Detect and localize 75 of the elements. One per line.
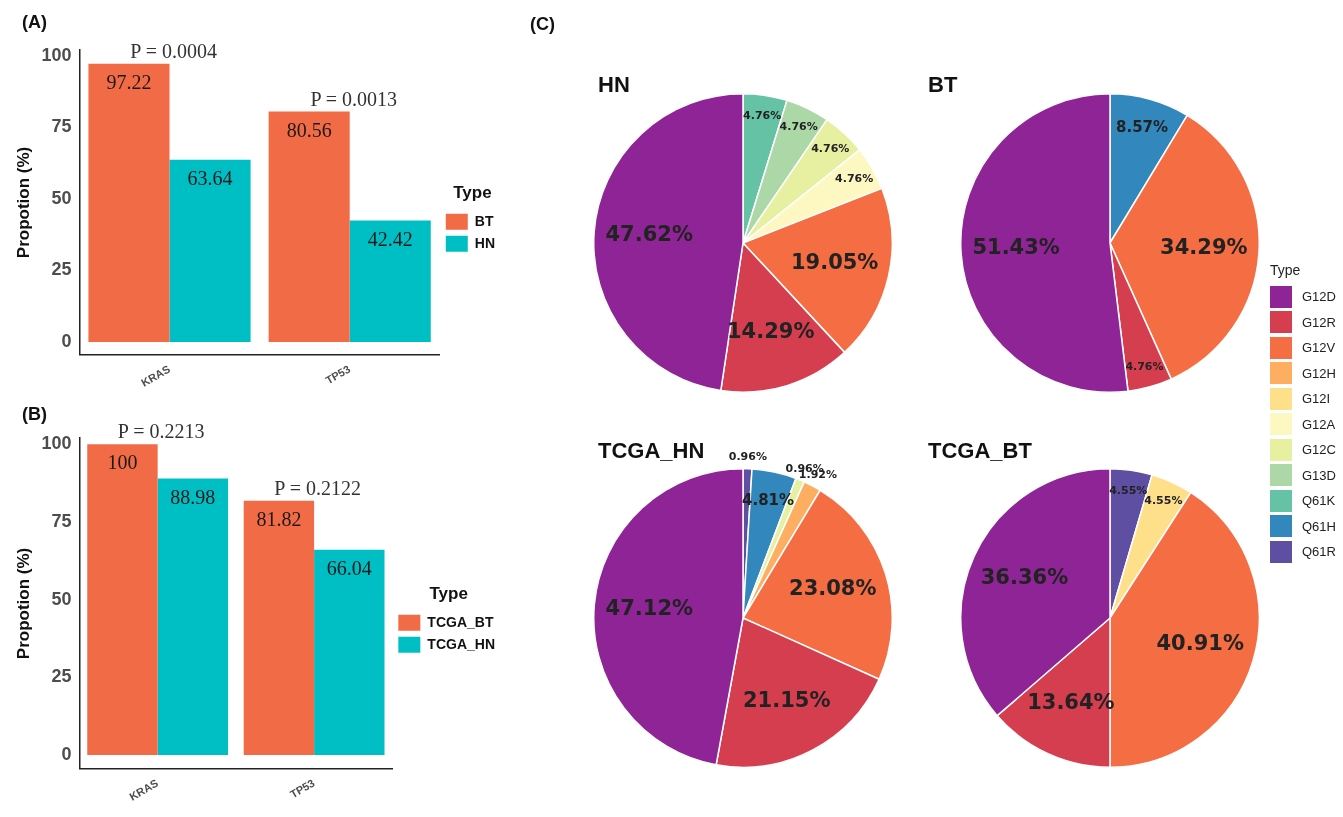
data-label: 23.08%	[789, 576, 877, 601]
text: TCGA_BT	[928, 438, 1033, 463]
data-label: 4.76%	[835, 171, 874, 185]
data-label: 97.22	[106, 70, 152, 93]
data-label: 0.96%	[728, 449, 767, 463]
y-tick-label: 25	[51, 259, 72, 280]
data-label: 40.91%	[1156, 630, 1244, 655]
data-label: 100	[107, 451, 138, 474]
legend-label: G12A	[1302, 416, 1336, 432]
data-label: 36.36%	[980, 565, 1069, 590]
legend-label: G12H	[1302, 365, 1336, 381]
bar	[314, 549, 385, 755]
annotation: P = 0.2122	[274, 476, 361, 499]
legend-label: G12D	[1302, 289, 1336, 305]
data-label: 51.43%	[972, 235, 1060, 260]
legend-label: Q61R	[1302, 544, 1336, 560]
text: (C)	[530, 14, 555, 34]
legend-label: TCGA_HN	[427, 635, 495, 652]
legend-title: Type	[453, 183, 492, 203]
legend-label: HN	[474, 234, 496, 251]
y-tick-label: 75	[51, 510, 72, 531]
data-label: 47.62%	[605, 222, 693, 247]
y-tick-label: 50	[51, 588, 72, 609]
data-label: 4.76%	[779, 120, 818, 134]
chart-title: TCGA_HN	[598, 438, 705, 463]
legend-label: G12R	[1302, 314, 1336, 330]
legend-label: G12C	[1302, 442, 1336, 458]
data-label: 4.76%	[1125, 359, 1164, 373]
y-tick-label: 75	[51, 116, 72, 137]
chart-title: (B)	[22, 404, 47, 424]
data-label: 4.55%	[1144, 494, 1183, 508]
x-tick-label: TP53	[287, 776, 317, 801]
legend-label: G12I	[1302, 391, 1331, 407]
y-tick-label: 100	[41, 44, 72, 65]
data-label: 63.64	[187, 167, 233, 190]
data-label: 19.05%	[790, 250, 879, 275]
bar	[157, 478, 229, 755]
data-label: 47.12%	[605, 595, 694, 620]
y-axis-title: Propotion (%)	[13, 547, 33, 660]
annotation: P = 0.0004	[130, 39, 217, 62]
y-tick-label: 25	[51, 666, 72, 687]
y-tick-label: 100	[41, 433, 72, 454]
data-label: 4.76%	[811, 141, 850, 155]
y-tick-label: 0	[61, 743, 72, 764]
chart-title: HN	[598, 72, 630, 97]
annotation: P = 0.2213	[117, 420, 205, 443]
bar	[243, 500, 315, 755]
legend-label: Q61H	[1302, 518, 1336, 534]
legend-label: G13D	[1302, 467, 1336, 483]
data-label: 80.56	[286, 118, 332, 141]
data-label: 8.57%	[1116, 117, 1169, 136]
bar	[268, 111, 350, 343]
legend-title: Type	[429, 584, 468, 604]
data-label: 66.04	[326, 557, 372, 580]
bar	[349, 220, 431, 343]
legend-title: Type	[1270, 262, 1302, 278]
y-tick-label: 50	[51, 187, 72, 208]
data-label: 81.82	[256, 507, 302, 530]
legend-label: Q61K	[1302, 493, 1336, 509]
legend-label: BT	[474, 212, 494, 229]
bar	[87, 444, 158, 755]
data-label: 88.98	[170, 485, 216, 508]
data-label: 42.42	[367, 227, 413, 250]
legend-label: G12V	[1302, 340, 1336, 356]
y-tick-label: 0	[61, 331, 72, 352]
x-tick-label: TP53	[323, 362, 353, 387]
data-label: 34.29%	[1160, 235, 1248, 260]
bar	[169, 159, 251, 343]
annotation: P = 0.0013	[310, 87, 398, 110]
legend-label: TCGA_BT	[427, 613, 494, 630]
chart-title: (A)	[22, 12, 47, 32]
y-axis-title: Propotion (%)	[13, 146, 33, 259]
chart-title: BT	[928, 72, 958, 97]
data-label: 21.15%	[742, 687, 831, 712]
bar	[88, 63, 170, 343]
